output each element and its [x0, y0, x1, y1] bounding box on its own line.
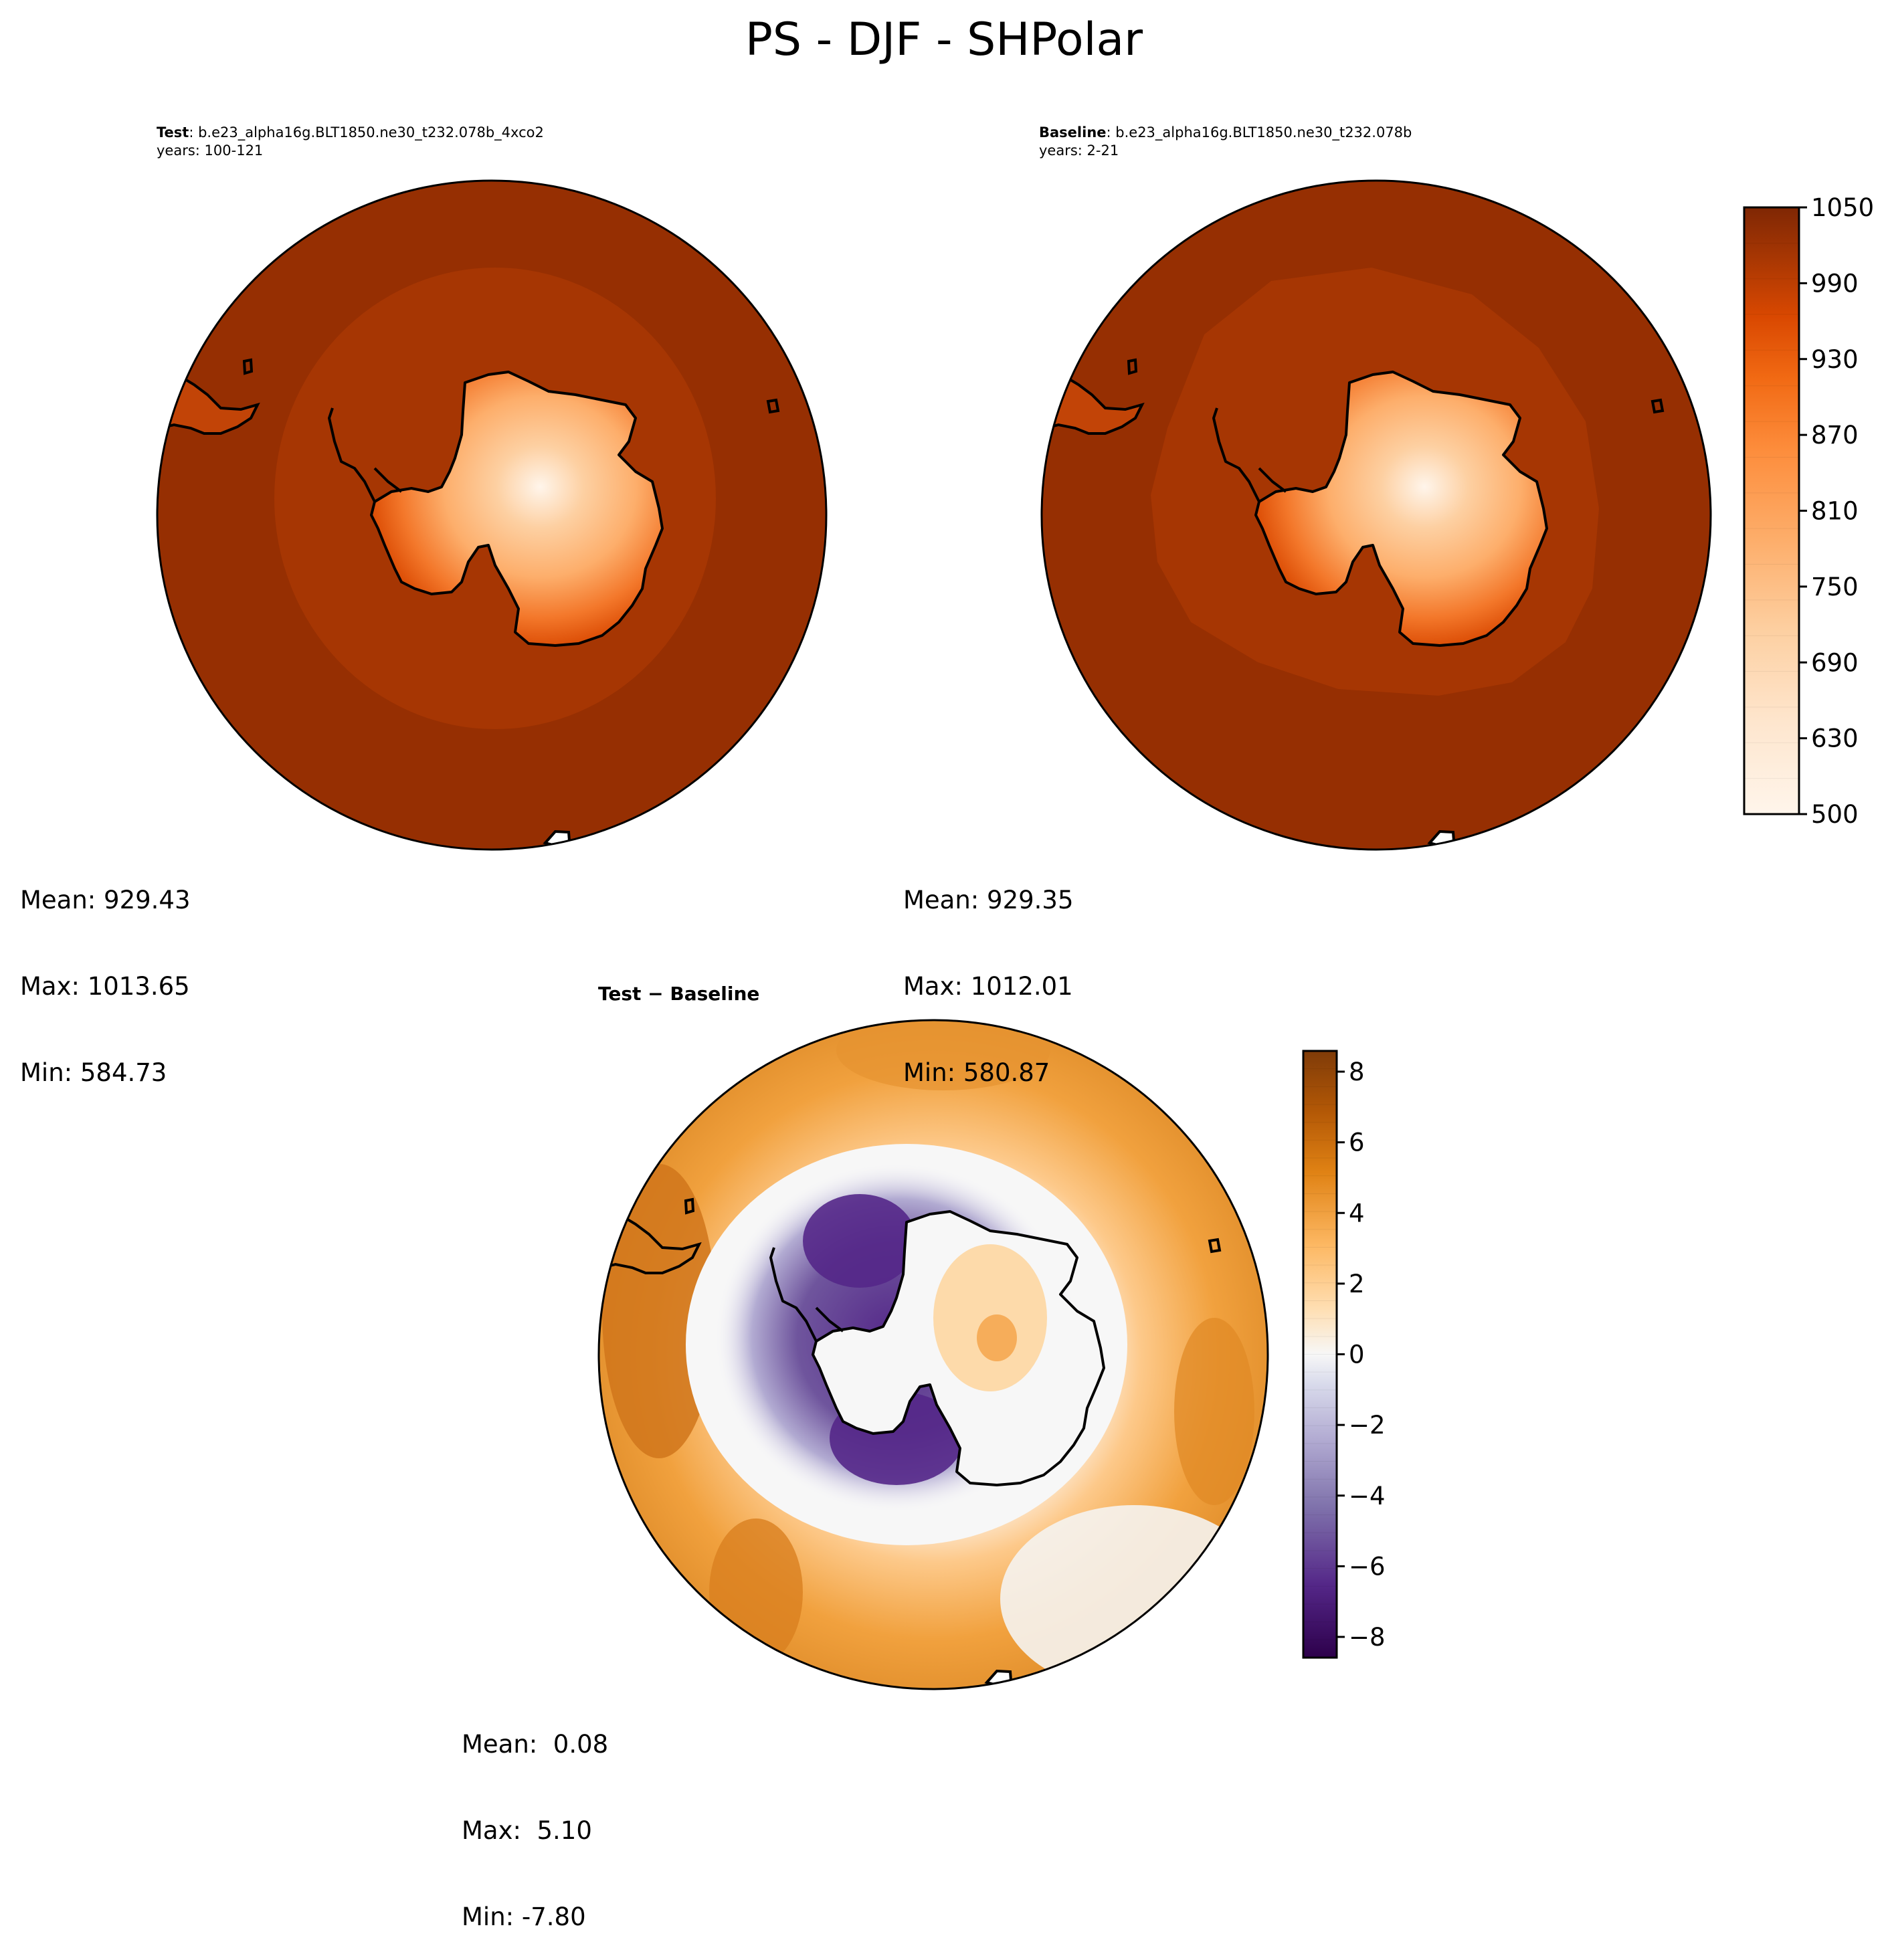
test-mean: Mean: 929.43 [20, 886, 191, 914]
island-2-baseline [1650, 398, 1665, 414]
colorbar-absolute-tick-label: 810 [1811, 497, 1859, 526]
colorbar-difference: 8 6 4 2 0 −2 −4 −6 −8 [1302, 1050, 1386, 1659]
test-caption: Test: b.e23_alpha16g.BLT1850.ne30_t232.0… [157, 124, 544, 142]
colorbar-absolute-ticks: 1050 990 930 870 810 750 690 630 500 [1799, 193, 1874, 829]
colorbar-difference-tick-label: −8 [1349, 1623, 1386, 1652]
diff-orange-peak [977, 1314, 1017, 1361]
baseline-mean: Mean: 929.35 [903, 886, 1074, 914]
diff-orange-west [602, 1164, 716, 1458]
diff-mean: Mean: 0.08 [462, 1730, 609, 1759]
island-1-baseline [1127, 358, 1138, 375]
island-1-test [242, 358, 254, 375]
test-max: Max: 1013.65 [20, 972, 190, 1001]
colorbar-absolute-bands [1744, 242, 1799, 779]
antarctica-coast-baseline [1212, 371, 1548, 647]
colorbar-absolute-tick-label: 630 [1811, 724, 1859, 753]
figure-canvas: 1050 990 930 870 810 750 690 630 500 8 6 4 2 0 −2 −4 −6… [156, 179, 1874, 1690]
diff-map [599, 1020, 1268, 1689]
colorbar-difference-tick-label: −6 [1349, 1552, 1386, 1581]
test-map-border [156, 179, 828, 851]
colorbar-absolute-fill [1744, 207, 1799, 814]
south-america-tip-diff [599, 1212, 702, 1274]
colorbar-difference-bands [1303, 1068, 1337, 1640]
island-2-test [766, 398, 780, 414]
test-min: Min: 584.73 [20, 1058, 167, 1087]
antarctica-coast-test [328, 371, 664, 647]
diff-orange-south [709, 1518, 803, 1666]
baseline-map-border [1040, 179, 1712, 851]
colorbar-difference-tick-label: 0 [1349, 1341, 1365, 1369]
baseline-stats: Mean: 929.35 Max: 1012.01 Min: 580.87 [903, 828, 1074, 1116]
antarctica-ice-test [371, 372, 662, 646]
diff-min-north [803, 1194, 917, 1288]
colorbar-difference-tick-label: 6 [1349, 1129, 1365, 1157]
baseline-case: : b.e23_alpha16g.BLT1850.ne30_t232.078b [1106, 124, 1412, 140]
baseline-max: Max: 1012.01 [903, 972, 1073, 1001]
test-label: Test [157, 124, 189, 140]
colorbar-absolute-tick-label: 870 [1811, 421, 1859, 450]
baseline-min: Min: 580.87 [903, 1058, 1050, 1087]
diff-orange-east [1174, 1318, 1254, 1505]
colorbar-absolute-tick-label: 500 [1811, 800, 1859, 829]
diff-stats: Mean: 0.08 Max: 5.10 Min: -7.80 [462, 1672, 608, 1960]
diff-min: Min: -7.80 [462, 1902, 586, 1931]
colorbar-difference-tick-label: −2 [1349, 1411, 1386, 1440]
antarctica-coast-diff [769, 1210, 1105, 1486]
test-stats: Mean: 929.43 Max: 1013.65 Min: 584.73 [20, 828, 191, 1116]
test-years: years: 100-121 [157, 142, 264, 159]
diff-caption: Test − Baseline [598, 983, 760, 1005]
colorbar-absolute-tick-label: 930 [1811, 345, 1859, 374]
diff-max: Max: 5.10 [462, 1816, 592, 1845]
colorbar-difference-tick-label: 4 [1349, 1199, 1365, 1228]
colorbar-absolute-tick-label: 990 [1811, 269, 1859, 298]
baseline-map [1042, 181, 1711, 850]
colorbar-difference-ticks: 8 6 4 2 0 −2 −4 −6 −8 [1337, 1058, 1386, 1652]
colorbar-absolute: 1050 990 930 870 810 750 690 630 500 [1743, 193, 1874, 829]
colorbar-difference-tick-label: 8 [1349, 1058, 1365, 1086]
colorbar-absolute-tick-label: 1050 [1811, 193, 1874, 222]
antarctica-ice-baseline [1256, 372, 1547, 646]
test-case: : b.e23_alpha16g.BLT1850.ne30_t232.078b_… [189, 124, 544, 140]
diff-map-border [597, 1019, 1269, 1690]
diff-orange-north [836, 1020, 1050, 1090]
colorbar-absolute-tick-label: 750 [1811, 573, 1859, 601]
baseline-label: Baseline [1039, 124, 1107, 140]
baseline-caption: Baseline: b.e23_alpha16g.BLT1850.ne30_t2… [1039, 124, 1412, 142]
colorbar-difference-tick-label: −4 [1349, 1482, 1386, 1510]
diff-neutral-southeast [1000, 1505, 1268, 1689]
figure-title: PS - DJF - SHPolar [745, 13, 1143, 66]
test-map [157, 181, 826, 850]
colorbar-absolute-tick-label: 690 [1811, 648, 1859, 677]
baseline-years: years: 2-21 [1039, 142, 1119, 159]
island-1-diff [684, 1197, 695, 1215]
island-2-diff [1208, 1238, 1222, 1254]
colorbar-difference-tick-label: 2 [1349, 1270, 1365, 1298]
colorbar-difference-fill [1303, 1051, 1337, 1658]
